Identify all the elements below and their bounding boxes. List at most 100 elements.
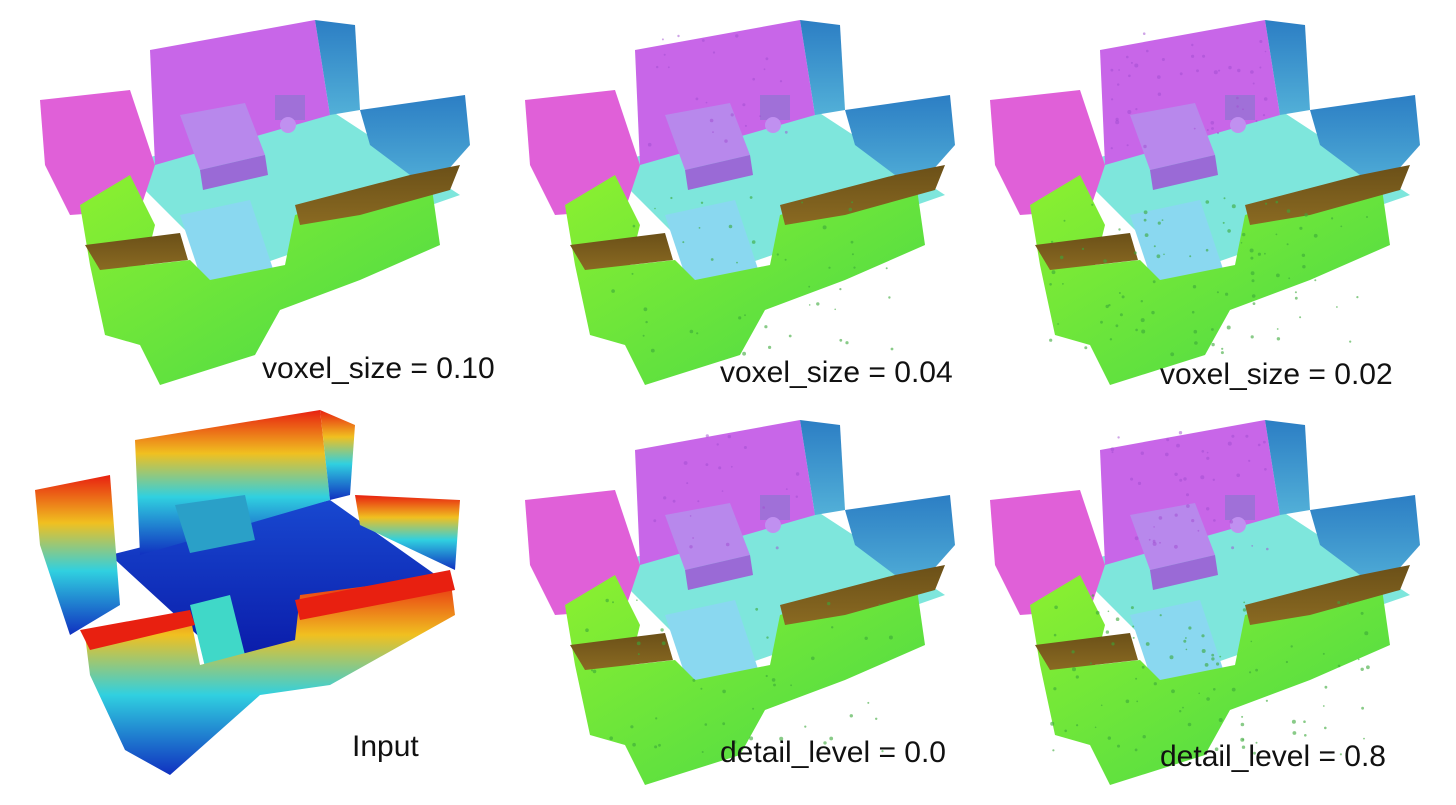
surface-detail	[689, 329, 694, 334]
surface-detail	[718, 466, 722, 470]
surface-detail	[1198, 692, 1200, 695]
surface-detail	[1130, 477, 1134, 481]
surface-detail	[1117, 744, 1120, 748]
table-object	[1130, 200, 1225, 290]
caption-detail-0-8: detail_level = 0.8	[1160, 740, 1386, 773]
surface-detail	[1206, 451, 1209, 454]
surface-detail	[592, 669, 597, 674]
surface-detail	[1159, 541, 1161, 544]
surface-detail	[677, 34, 680, 38]
surface-detail	[1052, 749, 1055, 752]
surface-detail	[1165, 452, 1169, 457]
surface-detail	[1276, 273, 1280, 278]
surface-detail	[1130, 61, 1133, 64]
surface-detail	[1161, 58, 1165, 61]
surface-detail	[1259, 66, 1262, 69]
surface-detail	[811, 656, 815, 661]
surface-detail	[1322, 705, 1325, 707]
surface-detail	[722, 689, 726, 694]
surface-detail	[885, 267, 888, 270]
surface-detail	[736, 261, 738, 264]
surface-detail	[1053, 633, 1057, 637]
surface-detail	[1242, 608, 1247, 612]
surface-detail	[744, 314, 746, 317]
surface-detail	[1228, 65, 1232, 70]
surface-detail	[1291, 719, 1296, 724]
surface-detail	[1130, 606, 1134, 610]
table-object	[665, 200, 760, 290]
surface-detail	[864, 636, 868, 640]
surface-detail	[1191, 310, 1195, 314]
surface-detail	[823, 741, 827, 745]
surface-detail	[1179, 710, 1182, 713]
surface-detail	[853, 266, 856, 269]
surface-detail	[1127, 110, 1132, 114]
surface-detail	[1218, 69, 1221, 72]
surface-detail	[1290, 645, 1293, 648]
caption-voxel-0-04: voxel_size = 0.04	[720, 356, 953, 389]
surface-detail	[1241, 715, 1244, 718]
surface-detail	[1218, 718, 1223, 722]
surface-detail	[785, 488, 788, 490]
surface-detail	[1366, 216, 1368, 218]
surface-detail	[1205, 248, 1209, 252]
surface-detail	[1135, 108, 1138, 111]
surface-detail	[1152, 280, 1156, 284]
surface-detail	[1158, 516, 1163, 520]
surface-detail	[1262, 114, 1266, 117]
surface-detail	[1133, 251, 1137, 255]
surface-detail	[716, 443, 719, 446]
surface-detail	[1176, 443, 1180, 448]
surface-detail	[712, 131, 714, 133]
surface-detail	[888, 635, 893, 640]
surface-detail	[1251, 294, 1256, 298]
surface-detail	[1243, 601, 1246, 604]
scene-panel-detail-0-8	[980, 415, 1440, 795]
surface-detail	[705, 463, 709, 466]
surface-detail	[1264, 468, 1267, 471]
surface-detail	[766, 636, 769, 639]
surface-detail	[1128, 74, 1131, 78]
surface-detail	[585, 628, 589, 632]
surface-detail	[1187, 722, 1192, 727]
surface-detail	[1143, 218, 1147, 222]
surface-detail	[667, 66, 670, 69]
right-wall	[1265, 420, 1310, 515]
surface-detail	[1115, 324, 1119, 328]
surface-detail	[1266, 547, 1269, 551]
surface-detail	[636, 599, 638, 601]
surface-detail	[1264, 252, 1266, 255]
front-wall-top-edge	[780, 565, 945, 625]
surface-detail	[779, 736, 784, 741]
surface-detail	[831, 626, 834, 629]
surface-detail	[1248, 459, 1251, 462]
surface-detail	[1213, 70, 1218, 75]
surface-detail	[1211, 653, 1215, 657]
scene-panel-voxel-0-02	[980, 15, 1440, 395]
surface-detail	[1301, 253, 1306, 257]
surface-detail	[1265, 202, 1268, 205]
surface-detail	[851, 201, 854, 204]
surface-detail	[1202, 54, 1206, 58]
surface-detail	[839, 288, 842, 291]
scene-panel-input	[30, 405, 490, 785]
surface-detail	[1227, 441, 1232, 446]
bed-side	[685, 555, 753, 590]
surface-detail	[725, 542, 730, 547]
surface-detail	[683, 461, 688, 465]
surface-detail	[1250, 256, 1254, 260]
surface-detail	[1062, 283, 1064, 285]
surface-detail	[1242, 108, 1244, 111]
surface-detail	[1285, 660, 1288, 664]
surface-detail	[1174, 544, 1178, 549]
surface-detail	[1250, 335, 1254, 339]
surface-detail	[1206, 697, 1210, 701]
surface-detail	[663, 53, 666, 56]
surface-detail	[1183, 639, 1187, 643]
surface-detail	[743, 446, 747, 449]
surface-detail	[1152, 541, 1157, 546]
surface-detail	[660, 628, 664, 632]
right-wall	[315, 20, 360, 115]
scene-panel-detail-0-0	[515, 415, 975, 795]
surface-detail	[1242, 232, 1246, 237]
